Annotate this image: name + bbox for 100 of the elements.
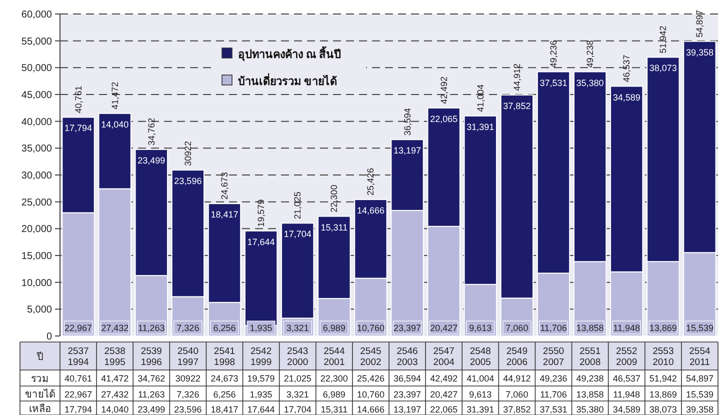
total-label: 40,761 [73, 86, 84, 114]
text: 31,391 [466, 122, 494, 132]
text: 25,426 [356, 374, 384, 384]
total-label: 19,579 [256, 199, 266, 227]
text: 22,065 [430, 114, 458, 124]
data-label: 13,858 [576, 390, 604, 400]
text: 19,579 [247, 374, 275, 384]
text: ขายได้ [25, 388, 55, 400]
text: 44,912 [503, 374, 531, 384]
data-label: 11,706 [540, 390, 567, 400]
data-label: 15,311 [320, 404, 348, 414]
text: 18,417 [210, 210, 238, 220]
x-tick-label: 2552 2009 [616, 346, 638, 368]
total-label: 24,673 [220, 172, 230, 200]
total-label: 42,492 [438, 76, 449, 104]
text: 35,380 [576, 78, 604, 88]
text: 22,300 [320, 374, 348, 384]
y-tick-label: 5,000 [26, 304, 52, 316]
text: 38,073 [649, 63, 677, 74]
total-label: 54,897 [694, 10, 705, 38]
y-tick-label: 10,000 [21, 278, 52, 289]
x-tick-label: 2554 2011 [689, 346, 710, 368]
y-tick-label: 50,000 [21, 63, 52, 74]
x-tick-label: 2540 1997 [177, 346, 199, 368]
x-tick-label: 2544 2001 [324, 346, 345, 368]
legend-label: บ้านเดี่ยวรวม ขายได้ [238, 73, 338, 88]
data-label: 18,417 [210, 404, 238, 414]
data-label: 15,539 [686, 390, 714, 400]
text: 9,613 [469, 323, 492, 333]
data-label: 22,065 [430, 404, 458, 414]
total-label: 36,594 [402, 108, 412, 136]
text: 14,666 [356, 206, 384, 216]
text: 36,594 [394, 374, 422, 384]
text: 46,537 [612, 374, 640, 384]
data-label: 37,531 [540, 404, 568, 414]
y-tick-label: 30,000 [21, 170, 52, 182]
text: 7,060 [506, 323, 528, 333]
total-label: 46,537 [622, 54, 632, 82]
total-label: 49,236 [548, 40, 558, 68]
y-tick-label: 15,000 [21, 251, 52, 262]
data-label: 38,073 [649, 404, 677, 414]
x-tick-label: 2537 1994 [68, 346, 89, 368]
legend-label: อุปทานคงค้าง ณ สิ้นปี [238, 46, 342, 62]
text: 23,596 [174, 176, 202, 186]
total-label: 21,025 [292, 192, 303, 220]
text: 41,472 [101, 374, 129, 384]
data-label: 10,760 [356, 390, 384, 400]
total-label: 51,942 [658, 26, 668, 54]
y-tick-label: 20,000 [21, 224, 52, 236]
x-tick-label: 2543 2000 [287, 346, 308, 368]
data-label: 35,380 [576, 404, 604, 414]
data-label: 34,589 [612, 404, 640, 414]
text: 22,967 [64, 323, 92, 333]
text: 23,499 [138, 155, 166, 166]
x-tick-label: 2549 2006 [506, 346, 528, 368]
text: 49,236 [540, 374, 568, 384]
y-tick-label: 45,000 [21, 90, 52, 101]
text: เหลือ [29, 403, 51, 415]
data-label: 9,613 [469, 390, 492, 400]
total-label: 49,238 [585, 40, 596, 68]
data-label: 39,358 [686, 404, 714, 414]
data-label: 27,432 [101, 390, 129, 400]
text: 37,852 [503, 100, 531, 111]
text: 34,762 [138, 374, 166, 384]
x-tick-label: 2546 2003 [396, 346, 418, 368]
text: 15,539 [686, 323, 714, 333]
x-tick-label: 2550 2007 [542, 346, 564, 368]
x-tick-label: 2542 1999 [250, 346, 272, 368]
data-label: 13,869 [649, 390, 677, 400]
y-tick-label: 35,000 [21, 144, 52, 155]
data-label: 22,967 [64, 390, 92, 400]
text: 3,321 [286, 323, 309, 333]
data-label: 11,948 [613, 390, 640, 400]
text: 14,040 [101, 119, 129, 130]
text: 17,644 [247, 236, 275, 247]
y-tick-label: 25,000 [21, 197, 52, 208]
data-label: 7,326 [176, 390, 200, 400]
data-label: 23,499 [138, 404, 166, 414]
text: 27,432 [101, 323, 129, 333]
text: 21,025 [284, 374, 312, 384]
x-tick-label: 2538 1995 [104, 346, 126, 368]
total-label: 25,426 [366, 168, 376, 196]
text: 34,589 [612, 92, 640, 102]
data-label: 6,256 [213, 390, 236, 400]
data-label: 31,391 [466, 404, 494, 414]
data-label: 17,644 [247, 404, 275, 414]
text: 17,704 [284, 229, 312, 240]
data-label: 23,596 [174, 404, 202, 414]
text: ปี [36, 351, 43, 363]
text: 15,311 [320, 222, 348, 232]
text: 11,263 [138, 323, 165, 333]
total-label: 41,004 [475, 84, 486, 112]
text: 20,427 [430, 323, 458, 333]
data-label: 13,197 [394, 404, 422, 414]
x-tick-label: 2551 2008 [579, 346, 601, 368]
text: 54,897 [686, 374, 714, 384]
x-tick-label: 2547 2004 [433, 346, 454, 368]
text: 6,256 [213, 323, 236, 333]
text: 24,673 [210, 374, 238, 384]
y-tick-label: 55,000 [21, 36, 52, 48]
